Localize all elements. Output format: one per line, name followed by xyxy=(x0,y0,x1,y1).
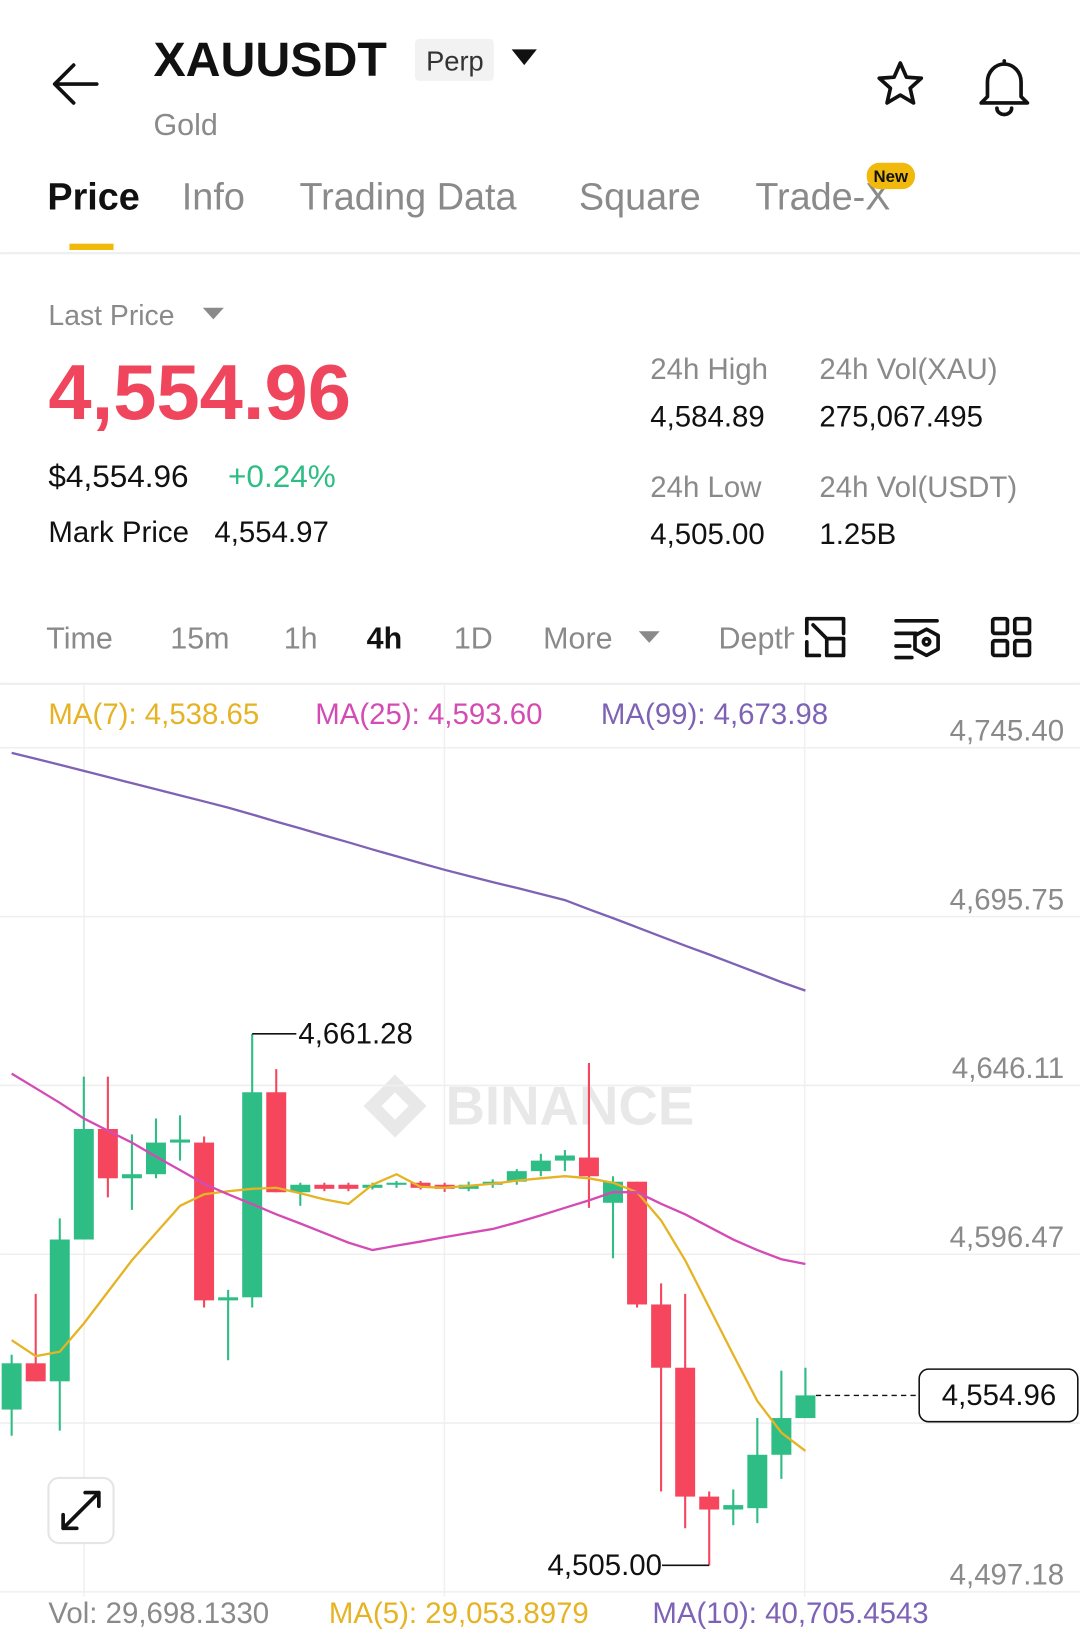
new-badge-bg xyxy=(866,162,915,190)
new-badge: New xyxy=(874,167,909,186)
legend-entry: MA(25): 4,593.60 xyxy=(315,698,542,731)
layout-icon[interactable] xyxy=(990,616,1032,658)
badge-bg xyxy=(415,38,494,81)
candle-body xyxy=(699,1496,720,1510)
candle-body xyxy=(314,1184,335,1189)
stat-label: 24h Vol(USDT) xyxy=(819,471,1017,504)
candle-body xyxy=(25,1363,46,1382)
y-tick-label: 4,695.75 xyxy=(950,883,1064,916)
candle-body xyxy=(723,1505,744,1510)
interval[interactable]: More xyxy=(543,622,612,656)
candle-body xyxy=(170,1139,191,1143)
symbol-dropdown[interactable] xyxy=(511,49,537,66)
tab[interactable]: Info xyxy=(182,176,245,218)
candle-body xyxy=(651,1304,672,1368)
volume-legend: MA(5): 29,053.8979 xyxy=(329,1597,589,1630)
tab-indicator xyxy=(69,243,114,250)
candle-body xyxy=(338,1184,359,1189)
candle-body xyxy=(121,1174,142,1179)
candle-body xyxy=(218,1297,239,1301)
stat-label: 24h High xyxy=(650,353,768,386)
candle-body xyxy=(290,1184,311,1193)
usd-price: $4,554.96 xyxy=(48,458,188,494)
ma-line xyxy=(11,751,806,992)
interval[interactable]: Depth xyxy=(719,622,800,656)
stat-label: 24h Low xyxy=(650,471,762,504)
ma-line xyxy=(11,1172,807,1452)
more-dropdown[interactable] xyxy=(638,631,660,643)
fullscreen-icon[interactable] xyxy=(804,616,846,658)
y-tick-label: 4,497.18 xyxy=(950,1559,1064,1592)
high-marker-label: 4,661.28 xyxy=(298,1017,412,1050)
candle-body xyxy=(362,1184,383,1188)
tab[interactable]: Square xyxy=(579,176,701,218)
perp-badge: Perp xyxy=(426,45,484,76)
candle-body xyxy=(410,1182,431,1188)
interval[interactable]: 1h xyxy=(284,622,318,656)
candle-body xyxy=(578,1157,599,1177)
expand-icon xyxy=(61,1490,101,1531)
stat-label: 24h Vol(XAU) xyxy=(819,353,997,386)
tab[interactable]: Trade-X xyxy=(755,176,890,218)
last-price-label: 4,554.96 xyxy=(942,1379,1056,1412)
candle-body xyxy=(1,1363,22,1410)
stat-value: 1.25B xyxy=(819,518,896,551)
legend-entry: MA(99): 4,673.98 xyxy=(601,698,828,731)
asset-name: Gold xyxy=(153,108,217,142)
low-marker-label: 4,505.00 xyxy=(547,1549,661,1582)
candle-body xyxy=(73,1128,94,1240)
last-price: 4,554.96 xyxy=(48,350,351,436)
candle-body xyxy=(506,1171,527,1182)
candle-body xyxy=(675,1367,696,1497)
stat-value: 275,067.495 xyxy=(819,401,983,434)
tab[interactable]: Price xyxy=(47,176,139,218)
tab[interactable]: Trading Data xyxy=(299,176,517,218)
candle-body xyxy=(242,1092,263,1298)
candle-body xyxy=(146,1142,166,1175)
candle-body xyxy=(386,1182,407,1185)
stat-value: 4,505.00 xyxy=(650,518,764,551)
plot-area: 4,745.404,695.754,646.114,596.474,546.82… xyxy=(0,714,1080,1593)
interval[interactable]: Time xyxy=(46,622,113,656)
candle-body xyxy=(49,1239,70,1382)
back-button[interactable] xyxy=(52,63,99,105)
interval[interactable]: 1D xyxy=(454,622,493,656)
candle-body xyxy=(627,1181,648,1305)
candle-body xyxy=(747,1454,768,1509)
candle-body xyxy=(194,1142,215,1301)
y-tick-label: 4,596.47 xyxy=(950,1221,1064,1254)
alert-icon[interactable] xyxy=(979,59,1030,117)
last-price-box xyxy=(918,1368,1079,1423)
candle-body xyxy=(97,1128,118,1179)
indicator-icon[interactable] xyxy=(894,618,940,660)
last-price-label: Last Price xyxy=(48,300,174,332)
y-tick-label: 4,646.11 xyxy=(952,1052,1064,1085)
candle-body xyxy=(530,1160,551,1172)
price-change: +0.24% xyxy=(228,458,336,494)
candle-body xyxy=(266,1092,287,1193)
interval[interactable]: 4h xyxy=(367,622,403,656)
price-type-dropdown[interactable] xyxy=(202,307,224,320)
ma-line xyxy=(11,1072,806,1266)
volume-legend: MA(10): 40,705.4543 xyxy=(652,1597,928,1630)
favorite-icon[interactable] xyxy=(877,61,924,105)
volume-legend: Vol: 29,698.1330 xyxy=(48,1597,269,1630)
candle-body xyxy=(795,1395,816,1419)
symbol: XAUUSDT xyxy=(153,33,386,87)
interval[interactable]: 15m xyxy=(170,622,229,656)
candle-body xyxy=(554,1155,575,1161)
legend-entry: MA(7): 4,538.65 xyxy=(48,698,259,731)
stat-value: 4,584.89 xyxy=(650,401,764,434)
y-tick-label: 4,745.40 xyxy=(950,714,1064,747)
mark-price-label: Mark Price xyxy=(48,516,189,549)
mark-price: 4,554.97 xyxy=(214,516,328,549)
